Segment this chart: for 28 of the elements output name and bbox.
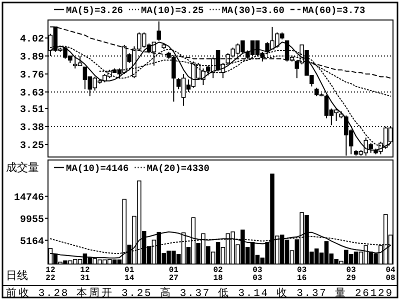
x-tick-label: 03 03 [252, 266, 262, 283]
y-tick-label: 9955 [20, 214, 44, 226]
y-tick-label: 5164 [20, 236, 44, 248]
x-tick-label: 01 27 [168, 266, 179, 283]
legend-label: MA(5)=3.26 [66, 5, 124, 16]
x-tick-label: 02 18 [213, 266, 224, 283]
x-tick-label: 03 29 [346, 266, 356, 283]
y-tick-label: 3.25 [20, 141, 44, 152]
y-axis-title: 成交量 [6, 161, 39, 175]
legend-label: MA(10)=3.25 [141, 5, 204, 16]
legend-label: MA(30)=3.60 [222, 5, 285, 16]
y-tick-label: 3.51 [20, 105, 44, 116]
x-tick-label: 03 16 [297, 266, 307, 283]
x-tick-label: 12 22 [46, 266, 56, 283]
legend-label: MA(60)=3.73 [302, 5, 366, 16]
text: 日线 [6, 269, 28, 283]
x-tick-label: 01 14 [124, 266, 134, 283]
x-tick-label: 12 31 [80, 266, 90, 283]
y-tick-label: 4.02 [20, 34, 44, 46]
y-tick-label: 14746 [14, 192, 44, 204]
y-tick-label: 3.38 [20, 123, 44, 134]
legend-label: MA(10)=4146 [66, 163, 130, 174]
legend-label: MA(20)=4330 [146, 163, 210, 174]
y-tick-label: 3.89 [20, 52, 44, 64]
y-tick-label: 3.76 [20, 70, 44, 82]
text: 前收 3.28 本周开 3.25 高 3.37 低 3.14 收 3.37 量 26129 [6, 286, 392, 300]
x-tick-label: 04 08 [386, 266, 396, 283]
y-tick-label: 3.63 [20, 88, 44, 100]
